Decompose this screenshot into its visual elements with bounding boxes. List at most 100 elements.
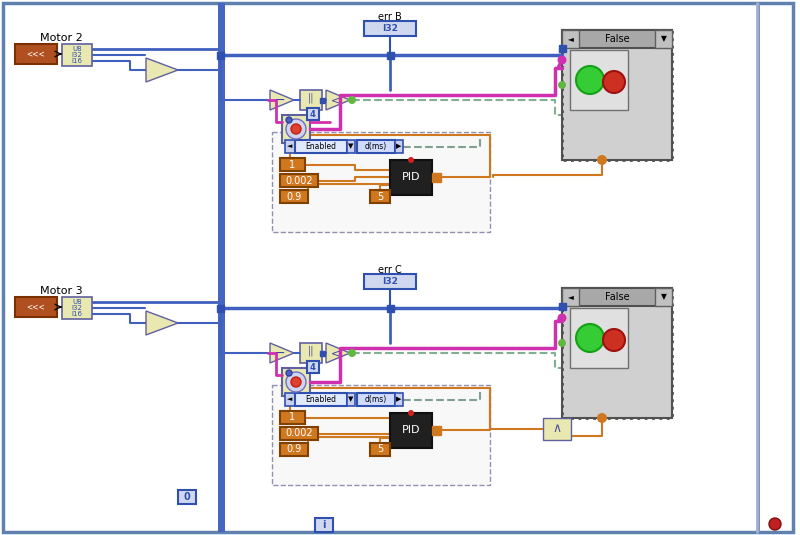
Text: i: i: [322, 520, 326, 530]
Text: ▼: ▼: [348, 396, 354, 402]
Text: err B: err B: [378, 12, 402, 22]
Circle shape: [597, 413, 607, 423]
Bar: [280, 174, 318, 187]
Bar: [386, 51, 394, 58]
Text: ▼: ▼: [661, 34, 666, 43]
Text: <<<: <<<: [26, 50, 46, 58]
Bar: [285, 140, 295, 153]
Text: ||: ||: [308, 346, 314, 356]
Circle shape: [558, 81, 566, 89]
Bar: [562, 30, 672, 160]
Text: U8: U8: [72, 46, 82, 52]
Bar: [280, 411, 305, 424]
Text: <: <: [331, 348, 341, 358]
Bar: [272, 132, 490, 232]
Bar: [562, 288, 672, 306]
Bar: [570, 308, 628, 368]
Text: 5: 5: [377, 192, 383, 202]
Circle shape: [291, 377, 301, 387]
Text: −: −: [274, 347, 286, 360]
Circle shape: [286, 370, 292, 376]
Bar: [319, 350, 325, 355]
Circle shape: [558, 56, 566, 65]
Text: 0: 0: [184, 492, 190, 502]
Circle shape: [286, 372, 306, 392]
Circle shape: [576, 324, 604, 352]
Circle shape: [558, 314, 566, 323]
Circle shape: [408, 410, 414, 416]
Bar: [562, 30, 672, 160]
Bar: [280, 427, 318, 440]
Text: Motor 3: Motor 3: [40, 286, 82, 296]
Circle shape: [286, 117, 292, 123]
Text: I32: I32: [382, 277, 398, 286]
Text: 0.002: 0.002: [285, 175, 313, 186]
Bar: [390, 413, 432, 448]
Text: ▼: ▼: [348, 143, 354, 149]
Text: 1: 1: [290, 159, 295, 170]
Bar: [357, 393, 395, 406]
Bar: [655, 30, 672, 48]
Polygon shape: [270, 90, 294, 110]
Bar: [295, 393, 347, 406]
Bar: [280, 190, 308, 203]
Text: 0.9: 0.9: [286, 445, 302, 455]
Bar: [282, 368, 310, 396]
Bar: [570, 50, 628, 110]
Bar: [307, 108, 319, 120]
Circle shape: [291, 124, 301, 134]
Bar: [282, 115, 310, 143]
Circle shape: [558, 339, 566, 347]
Bar: [357, 140, 395, 153]
Text: d(ms): d(ms): [365, 142, 387, 151]
Bar: [432, 426, 441, 435]
Text: 0.9: 0.9: [286, 192, 302, 202]
Text: ▶: ▶: [396, 143, 402, 149]
Bar: [15, 44, 57, 64]
Bar: [217, 51, 223, 58]
Text: d(ms): d(ms): [365, 395, 387, 404]
Bar: [562, 30, 672, 48]
Bar: [15, 297, 57, 317]
Text: U8: U8: [72, 299, 82, 305]
Polygon shape: [146, 58, 178, 82]
Bar: [347, 393, 355, 406]
Bar: [390, 160, 432, 195]
Text: False: False: [605, 34, 630, 44]
Text: <: <: [331, 95, 341, 105]
Bar: [364, 21, 416, 36]
Text: Motor 2: Motor 2: [40, 33, 82, 43]
Bar: [218, 3, 225, 532]
Polygon shape: [326, 90, 350, 110]
Text: −: −: [274, 94, 286, 106]
Bar: [272, 385, 490, 485]
Bar: [395, 393, 403, 406]
Text: Enabled: Enabled: [306, 142, 337, 151]
Bar: [370, 190, 390, 203]
Text: ◄: ◄: [567, 34, 574, 43]
Bar: [315, 518, 333, 532]
Bar: [395, 140, 403, 153]
Polygon shape: [146, 311, 178, 335]
Text: Enabled: Enabled: [306, 395, 337, 404]
Bar: [558, 44, 566, 51]
Polygon shape: [326, 343, 350, 363]
Text: PID: PID: [402, 425, 420, 435]
Bar: [543, 418, 571, 440]
Polygon shape: [270, 343, 294, 363]
Text: 4: 4: [310, 363, 316, 371]
Bar: [562, 30, 579, 48]
Text: I32: I32: [71, 52, 82, 58]
Bar: [655, 288, 672, 306]
Text: I32: I32: [382, 24, 398, 33]
Text: I16: I16: [71, 58, 82, 64]
Circle shape: [286, 119, 306, 139]
Text: 4: 4: [310, 110, 316, 118]
Bar: [558, 302, 566, 310]
Bar: [370, 443, 390, 456]
Text: ||: ||: [308, 93, 314, 103]
Circle shape: [769, 518, 781, 530]
Circle shape: [576, 66, 604, 94]
Text: ◄: ◄: [567, 293, 574, 302]
Bar: [178, 490, 196, 504]
